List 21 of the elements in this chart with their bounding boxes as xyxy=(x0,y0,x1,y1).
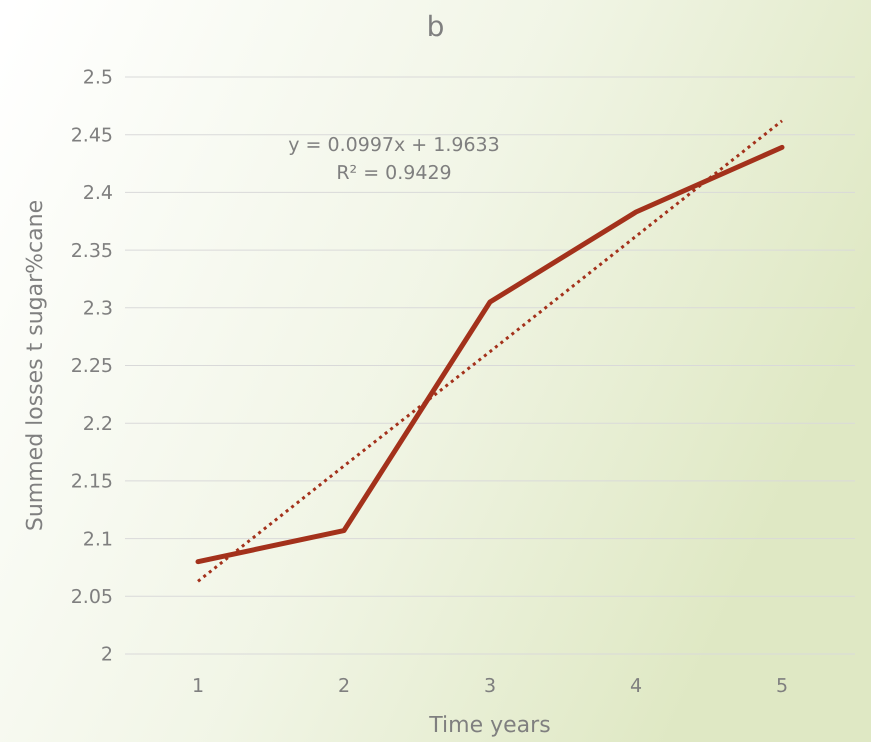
x-tick-label: 5 xyxy=(776,675,788,697)
y-tick-label: 2.2 xyxy=(82,412,113,435)
y-tick-label: 2.05 xyxy=(70,586,113,608)
x-tick-label: 3 xyxy=(484,675,496,697)
y-tick-label: 2.15 xyxy=(70,470,113,493)
x-tick-label: 4 xyxy=(630,675,642,697)
x-tick-label: 1 xyxy=(192,675,204,697)
annotation: R² = 0.9429 xyxy=(336,162,452,184)
y-tick-label: 2 xyxy=(100,644,113,666)
y-tick-label: 2.35 xyxy=(70,240,113,262)
x-axis-title: Time years xyxy=(428,713,551,738)
y-axis-title: Summed losses t sugar%cane xyxy=(23,200,48,532)
chart-title: b xyxy=(426,10,444,43)
y-tick-label: 2.5 xyxy=(82,66,113,89)
annotation: y = 0.0997x + 1.9633 xyxy=(288,134,500,156)
y-tick-label: 2.1 xyxy=(82,528,113,550)
x-tick-label: 2 xyxy=(338,675,350,697)
y-tick-label: 2.3 xyxy=(82,297,113,320)
y-tick-label: 2.45 xyxy=(70,124,113,146)
y-tick-label: 2.4 xyxy=(82,182,113,204)
y-tick-label: 2.25 xyxy=(70,355,113,378)
